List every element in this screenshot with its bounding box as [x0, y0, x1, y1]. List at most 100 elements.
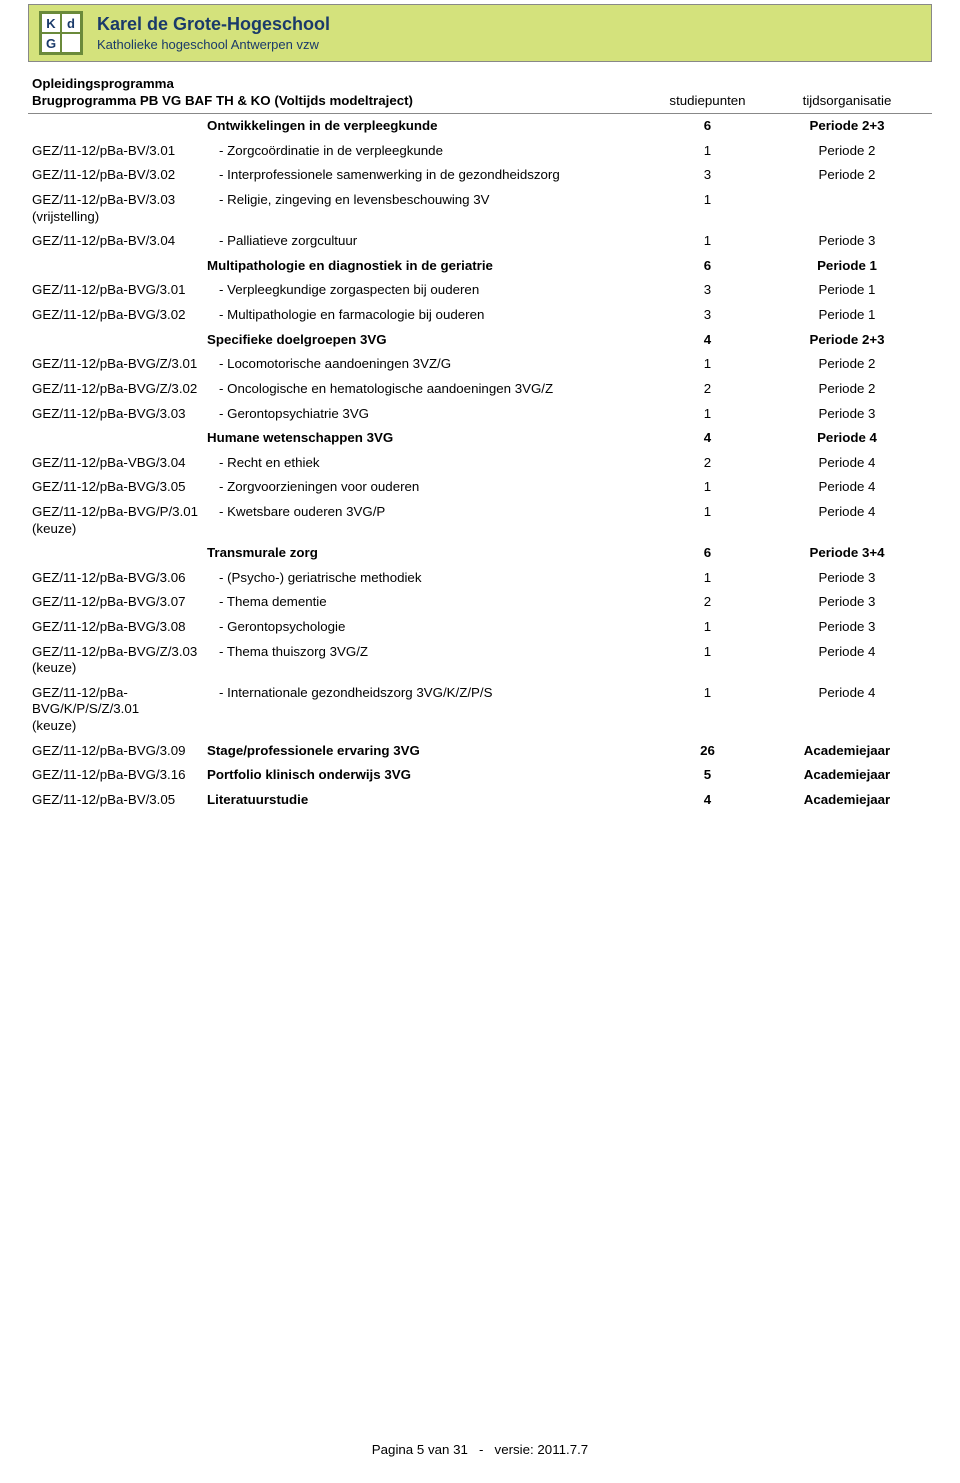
course-title: - Gerontopsychiatrie 3VG	[203, 402, 653, 427]
course-points: 6	[653, 114, 762, 139]
course-code: GEZ/11-12/pBa-BV/3.05	[28, 788, 203, 813]
course-points: 2	[653, 451, 762, 476]
course-code: GEZ/11-12/pBa-BVG/P/3.01(keuze)	[28, 500, 203, 541]
course-points: 5	[653, 763, 762, 788]
course-points: 4	[653, 328, 762, 353]
course-points: 1	[653, 640, 762, 681]
course-title: - Oncologische en hematologische aandoen…	[203, 377, 653, 402]
course-code: GEZ/11-12/pBa-BVG/3.07	[28, 590, 203, 615]
course-code: GEZ/11-12/pBa-BVG/Z/3.01	[28, 352, 203, 377]
course-timeslot: Periode 2	[762, 377, 932, 402]
course-timeslot: Periode 4	[762, 681, 932, 739]
course-points: 1	[653, 352, 762, 377]
course-timeslot: Periode 1	[762, 278, 932, 303]
table-row: GEZ/11-12/pBa-BVG/3.01- Verpleegkundige …	[28, 278, 932, 303]
course-points: 6	[653, 541, 762, 566]
table-row: GEZ/11-12/pBa-BVG/Z/3.01- Locomotorische…	[28, 352, 932, 377]
course-code	[28, 114, 203, 139]
table-row: GEZ/11-12/pBa-BV/3.04- Palliatieve zorgc…	[28, 229, 932, 254]
document-header: K d G Karel de Grote-Hogeschool Katholie…	[0, 0, 960, 62]
course-code: GEZ/11-12/pBa-BVG/Z/3.03(keuze)	[28, 640, 203, 681]
course-code: GEZ/11-12/pBa-VBG/3.04	[28, 451, 203, 476]
curriculum-table: Opleidingsprogramma Brugprogramma PB VG …	[28, 70, 932, 813]
course-title: - Gerontopsychologie	[203, 615, 653, 640]
course-timeslot: Academiejaar	[762, 788, 932, 813]
course-points: 1	[653, 615, 762, 640]
course-timeslot: Periode 3	[762, 615, 932, 640]
course-code: GEZ/11-12/pBa-BVG/3.01	[28, 278, 203, 303]
table-row: GEZ/11-12/pBa-BVG/3.03- Gerontopsychiatr…	[28, 402, 932, 427]
table-row: Humane wetenschappen 3VG4Periode 4	[28, 426, 932, 451]
course-points: 1	[653, 402, 762, 427]
course-points: 1	[653, 139, 762, 164]
course-code	[28, 541, 203, 566]
course-title: - Kwetsbare ouderen 3VG/P	[203, 500, 653, 541]
course-title: Ontwikkelingen in de verpleegkunde	[203, 114, 653, 139]
course-timeslot: Periode 3	[762, 402, 932, 427]
course-points: 3	[653, 278, 762, 303]
institution-subtitle: Katholieke hogeschool Antwerpen vzw	[97, 37, 330, 52]
course-code: GEZ/11-12/pBa-BVG/3.09	[28, 739, 203, 764]
course-points: 1	[653, 475, 762, 500]
table-row: Specifieke doelgroepen 3VG4Periode 2+3	[28, 328, 932, 353]
column-header-points: studiepunten	[653, 70, 762, 114]
version: versie: 2011.7.7	[495, 1442, 589, 1457]
logo-letter: G	[41, 33, 61, 53]
course-timeslot: Periode 2+3	[762, 114, 932, 139]
table-row: GEZ/11-12/pBa-BV/3.03(vrijstelling)- Rel…	[28, 188, 932, 229]
course-title: - Verpleegkundige zorgaspecten bij ouder…	[203, 278, 653, 303]
table-header-row: Opleidingsprogramma Brugprogramma PB VG …	[28, 70, 932, 114]
course-timeslot: Academiejaar	[762, 739, 932, 764]
course-code: GEZ/11-12/pBa-BVG/3.05	[28, 475, 203, 500]
course-timeslot	[762, 188, 932, 229]
page-number: Pagina 5 van 31	[372, 1442, 468, 1457]
course-title: - Religie, zingeving en levensbeschouwin…	[203, 188, 653, 229]
course-title: - Multipathologie en farmacologie bij ou…	[203, 303, 653, 328]
course-title: - Thema dementie	[203, 590, 653, 615]
course-timeslot: Periode 2	[762, 163, 932, 188]
course-timeslot: Periode 2	[762, 139, 932, 164]
course-title: - (Psycho-) geriatrische methodiek	[203, 566, 653, 591]
course-title: - Locomotorische aandoeningen 3VZ/G	[203, 352, 653, 377]
course-timeslot: Periode 3+4	[762, 541, 932, 566]
table-row: GEZ/11-12/pBa-BVG/3.08- Gerontopsycholog…	[28, 615, 932, 640]
course-timeslot: Academiejaar	[762, 763, 932, 788]
course-title: - Palliatieve zorgcultuur	[203, 229, 653, 254]
course-code: GEZ/11-12/pBa-BVG/Z/3.02	[28, 377, 203, 402]
course-timeslot: Periode 4	[762, 640, 932, 681]
course-timeslot: Periode 2+3	[762, 328, 932, 353]
course-code: GEZ/11-12/pBa-BVG/3.02	[28, 303, 203, 328]
course-code: GEZ/11-12/pBa-BVG/3.08	[28, 615, 203, 640]
table-row: GEZ/11-12/pBa-BVG/3.16Portfolio klinisch…	[28, 763, 932, 788]
institution-name: Karel de Grote-Hogeschool	[97, 14, 330, 35]
course-points: 2	[653, 377, 762, 402]
course-title: - Internationale gezondheidszorg 3VG/K/Z…	[203, 681, 653, 739]
course-timeslot: Periode 4	[762, 475, 932, 500]
table-row: GEZ/11-12/pBa-BVG/Z/3.03(keuze)- Thema t…	[28, 640, 932, 681]
course-points: 3	[653, 303, 762, 328]
column-header-time: tijdsorganisatie	[762, 70, 932, 114]
table-row: GEZ/11-12/pBa-BV/3.05Literatuurstudie4Ac…	[28, 788, 932, 813]
course-code: GEZ/11-12/pBa-BVG/3.16	[28, 763, 203, 788]
course-code: GEZ/11-12/pBa-BV/3.03(vrijstelling)	[28, 188, 203, 229]
table-row: GEZ/11-12/pBa-BV/3.02- Interprofessionel…	[28, 163, 932, 188]
course-code	[28, 426, 203, 451]
course-timeslot: Periode 2	[762, 352, 932, 377]
course-title: - Zorgvoorzieningen voor ouderen	[203, 475, 653, 500]
logo-letter	[61, 33, 81, 53]
course-points: 2	[653, 590, 762, 615]
course-points: 1	[653, 229, 762, 254]
table-row: GEZ/11-12/pBa-BV/3.01- Zorgcoördinatie i…	[28, 139, 932, 164]
course-title: Specifieke doelgroepen 3VG	[203, 328, 653, 353]
course-points: 1	[653, 500, 762, 541]
course-title: - Interprofessionele samenwerking in de …	[203, 163, 653, 188]
course-points: 4	[653, 788, 762, 813]
course-code: GEZ/11-12/pBa-BV/3.04	[28, 229, 203, 254]
course-points: 6	[653, 254, 762, 279]
course-title: Humane wetenschappen 3VG	[203, 426, 653, 451]
course-points: 4	[653, 426, 762, 451]
course-title: Literatuurstudie	[203, 788, 653, 813]
table-row: GEZ/11-12/pBa-BVG/3.02- Multipathologie …	[28, 303, 932, 328]
course-code	[28, 254, 203, 279]
kdg-logo: K d G	[39, 11, 83, 55]
